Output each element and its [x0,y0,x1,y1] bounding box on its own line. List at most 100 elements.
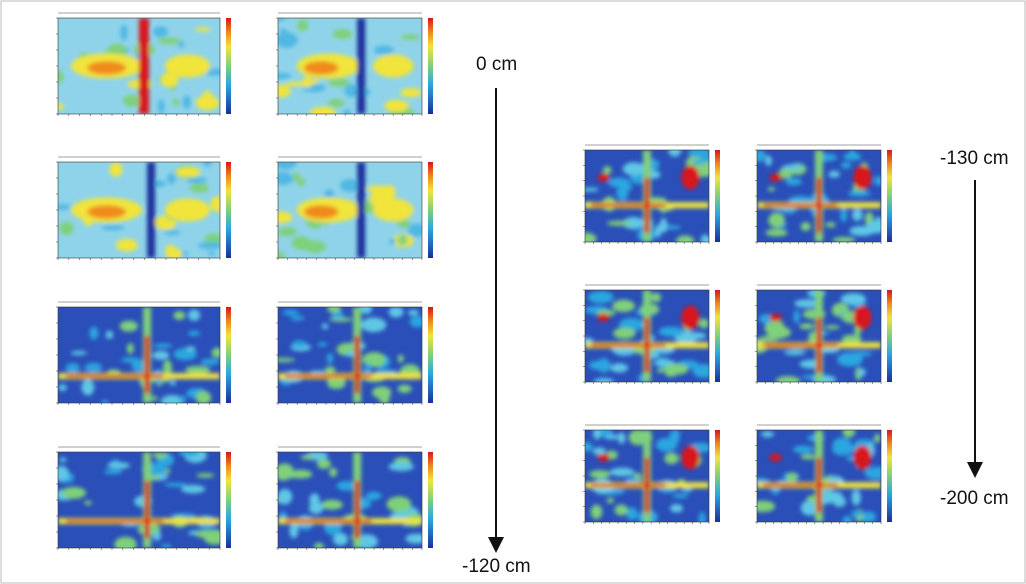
colorbar [715,290,720,382]
anomaly [163,230,181,235]
anomaly [272,172,293,185]
anomaly [201,359,219,365]
anomaly [786,178,802,185]
anomaly [310,107,336,119]
anomaly [615,505,628,516]
anomaly [398,235,408,246]
colorbar [226,452,231,548]
anomaly [344,84,357,97]
colorbar [887,290,892,382]
anomaly [664,364,688,375]
anomaly [54,466,69,482]
page: 0 cm -120 cm -130 cm -200 cm [0,0,1026,584]
colorbar [428,18,433,114]
anomaly [139,18,149,114]
anomaly [110,162,123,177]
colorbar [226,18,231,114]
anomaly [164,469,170,473]
anomaly [304,61,339,74]
anomaly [833,438,851,450]
anomaly [692,160,704,164]
anomaly [277,489,292,505]
anomaly [603,166,612,174]
slice-panel [579,425,720,527]
slice-panel [270,155,433,263]
anomaly [852,209,863,221]
slice-panel [748,285,892,386]
anomaly [398,355,404,363]
anomaly [161,544,171,548]
anomaly [408,310,419,316]
anomaly [292,236,311,250]
anomaly [325,366,336,373]
anomaly [387,496,412,512]
anomaly [801,454,815,460]
anomaly [770,454,782,462]
anomaly [116,239,138,252]
anomaly [801,222,811,231]
colorbar [887,150,892,242]
colorbar [715,430,720,522]
anomaly [389,238,396,245]
anomaly [270,212,292,224]
anomaly [355,336,360,394]
anomaly [763,204,837,207]
anomaly [765,155,772,166]
anomaly [357,162,365,258]
anomaly [327,304,341,313]
anomaly [361,318,386,333]
anomaly [852,490,861,506]
anomaly [765,229,787,237]
anomaly [302,78,313,87]
anomaly [360,301,372,314]
anomaly [610,468,635,477]
anomaly [212,348,224,358]
anomaly [66,375,163,378]
anomaly [400,88,421,97]
anomaly [374,46,395,55]
anomaly [195,96,219,111]
anomaly [864,467,890,480]
anomaly [623,184,632,190]
anomaly [763,344,837,347]
slice-panel [271,301,433,405]
anomaly [770,174,782,182]
anomaly [607,498,615,503]
anomaly [153,452,167,459]
anomaly [664,453,678,465]
anomaly [301,455,315,460]
anomaly [676,235,694,246]
anomaly [293,172,300,182]
depth-label: 0 cm [476,54,517,75]
anomaly [167,173,175,185]
anomaly [607,221,632,226]
anomaly [181,485,205,493]
anomaly [59,222,73,236]
anomaly [826,222,836,227]
anomaly [333,29,352,39]
anomaly [328,99,345,107]
anomaly [591,484,665,487]
slice-panel [275,447,433,550]
anomaly [373,198,413,221]
anomaly [106,331,113,339]
anomaly [681,166,699,190]
anomaly [660,218,668,233]
anomaly [355,481,360,539]
anomaly [152,351,169,360]
anomaly [699,512,706,527]
anomaly [588,291,614,304]
anomaly [278,227,297,236]
anomaly [843,426,856,437]
anomaly [357,18,365,114]
depth-label: -130 cm [940,148,1009,169]
anomaly [623,162,645,175]
anomaly [851,510,863,517]
anomaly [85,363,102,372]
anomaly [102,400,109,405]
anomaly [195,530,216,538]
anomaly [591,204,665,207]
colorbar [428,307,433,403]
anomaly [164,483,187,487]
anomaly [82,379,95,395]
